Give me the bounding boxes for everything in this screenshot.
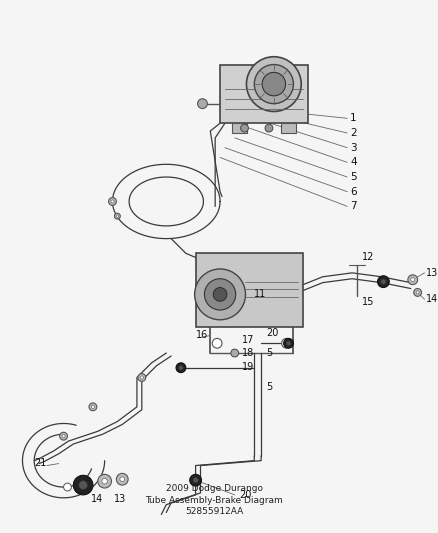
Text: 7: 7 <box>350 201 357 212</box>
Text: 15: 15 <box>362 297 374 307</box>
Circle shape <box>416 291 419 294</box>
Circle shape <box>89 403 97 411</box>
Circle shape <box>254 64 293 103</box>
Circle shape <box>190 474 201 486</box>
Text: 14: 14 <box>91 494 103 504</box>
Circle shape <box>102 479 107 484</box>
Circle shape <box>98 474 112 488</box>
Circle shape <box>411 278 415 281</box>
Text: 20: 20 <box>240 490 252 500</box>
Text: 17: 17 <box>242 335 254 345</box>
Circle shape <box>205 279 236 310</box>
Circle shape <box>282 338 291 348</box>
Circle shape <box>179 366 183 370</box>
Text: 3: 3 <box>350 143 357 152</box>
Circle shape <box>198 99 207 109</box>
Circle shape <box>109 198 117 205</box>
Text: 6: 6 <box>350 187 357 197</box>
Circle shape <box>381 279 386 284</box>
Text: 2: 2 <box>350 128 357 138</box>
Text: 14: 14 <box>427 294 438 304</box>
Bar <box>196 253 303 327</box>
Text: 18: 18 <box>242 348 254 358</box>
Circle shape <box>193 478 198 483</box>
Text: 5: 5 <box>266 348 272 358</box>
Circle shape <box>240 124 248 132</box>
Circle shape <box>116 215 119 217</box>
Text: 21: 21 <box>34 458 46 467</box>
Bar <box>281 123 297 133</box>
Text: 1: 1 <box>350 114 357 123</box>
Text: 5: 5 <box>350 172 357 182</box>
Text: 20: 20 <box>266 328 279 338</box>
Circle shape <box>92 405 95 408</box>
Text: 2009 Dodge Durango
Tube Assembly-Brake Diagram
52855912AA: 2009 Dodge Durango Tube Assembly-Brake D… <box>145 484 283 516</box>
Text: 4: 4 <box>350 157 357 167</box>
Circle shape <box>262 72 286 96</box>
Circle shape <box>60 432 67 440</box>
Circle shape <box>79 481 88 489</box>
Circle shape <box>73 475 93 495</box>
Circle shape <box>114 213 120 219</box>
Text: 11: 11 <box>254 289 267 300</box>
Circle shape <box>231 349 239 357</box>
Circle shape <box>408 275 417 285</box>
Circle shape <box>414 288 421 296</box>
Text: 16: 16 <box>196 330 208 341</box>
Text: 19: 19 <box>242 362 254 372</box>
Circle shape <box>212 338 222 348</box>
Text: 12: 12 <box>362 252 374 262</box>
Circle shape <box>111 200 114 203</box>
Text: 13: 13 <box>114 494 127 504</box>
Text: 5: 5 <box>266 382 272 392</box>
Circle shape <box>378 276 389 287</box>
Bar <box>232 123 247 133</box>
Circle shape <box>120 477 124 482</box>
Circle shape <box>265 124 273 132</box>
Circle shape <box>62 434 65 438</box>
Circle shape <box>140 376 143 379</box>
Circle shape <box>176 363 186 373</box>
Circle shape <box>138 374 146 382</box>
Circle shape <box>117 473 128 485</box>
Circle shape <box>284 338 293 348</box>
Circle shape <box>64 483 71 491</box>
Bar <box>220 64 308 123</box>
Circle shape <box>213 287 227 301</box>
Circle shape <box>194 269 245 320</box>
Text: 13: 13 <box>427 268 438 278</box>
Circle shape <box>286 341 291 345</box>
Circle shape <box>247 56 301 111</box>
